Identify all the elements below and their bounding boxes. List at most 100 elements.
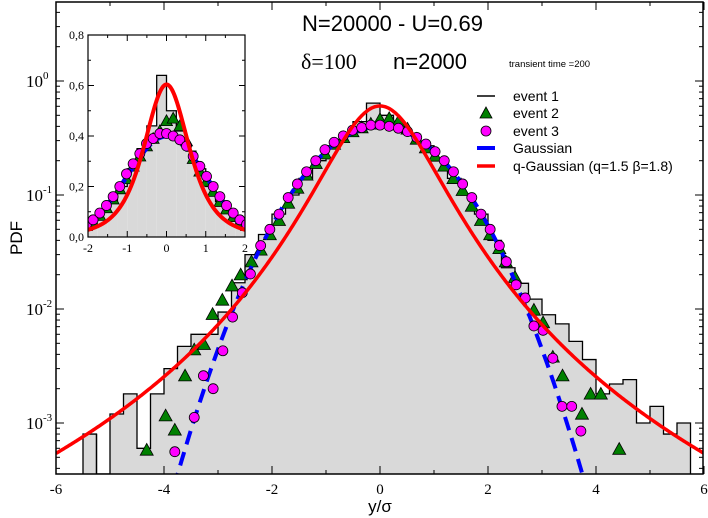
inset-x-tick-label: 1 (203, 241, 209, 255)
event2-point (177, 368, 193, 382)
histogram-bar-fill (245, 254, 259, 474)
histogram-bar-fill (501, 267, 515, 474)
histogram-bar-fill (474, 214, 488, 474)
legend-qgaussian-label: q-Gaussian (q=1.5 β=1.8) (513, 158, 673, 174)
legend-event2-label: event 2 (513, 105, 559, 121)
histogram-bar-fill (123, 393, 137, 474)
histogram-bar-fill (353, 121, 367, 474)
event3-point (466, 192, 478, 203)
event3-point (356, 122, 368, 134)
histogram-bar-fill (110, 413, 124, 474)
inset-axes: -2 -1 0 1 2 0,0 0,2 0,4 0,6 0,8 (69, 28, 248, 255)
event2-point (215, 292, 230, 306)
event3-point (101, 200, 112, 211)
histogram-bar-fill (127, 168, 138, 237)
histogram-bar-fill (215, 201, 226, 237)
histogram-bar-fill (663, 434, 677, 474)
event3-point (556, 400, 568, 412)
event3-point (107, 191, 119, 203)
x-tick-label: -6 (50, 482, 63, 498)
histogram-bar-fill (299, 178, 313, 474)
event2-point (205, 306, 220, 320)
event3-point (273, 208, 285, 220)
y-axis-label: PDF (7, 221, 26, 255)
event3-point (566, 400, 578, 412)
histogram-bar-fill (117, 186, 128, 237)
histogram-bar-fill (636, 423, 650, 474)
histogram-bar-fill (258, 234, 272, 474)
y-tick-label: 10-1 (26, 184, 52, 205)
event3-point (457, 178, 469, 190)
histogram-bar-fill (195, 168, 206, 237)
histogram-bar-fill (623, 379, 637, 474)
legend-event3-label: event 3 (513, 123, 559, 139)
histogram-bar-fill (366, 103, 380, 474)
event3-point (301, 166, 312, 178)
histogram-bar-fill (488, 240, 502, 474)
histogram-bar-fill (447, 178, 461, 474)
event3-point (291, 178, 303, 190)
event3-point (264, 223, 276, 235)
histogram-bar-fill (339, 132, 353, 474)
event2-point (455, 182, 470, 196)
legend-gaussian-label: Gaussian (513, 140, 572, 156)
event3-point (198, 370, 209, 382)
event3-point (528, 320, 540, 332)
event3-point (255, 240, 267, 251)
x-tick-label: -4 (158, 482, 171, 498)
event2-point (167, 422, 182, 436)
histogram-bar-fill (596, 393, 610, 474)
annotation-n-u: N=20000 - U=0.69 (302, 11, 483, 36)
histogram-bar-fill (677, 423, 691, 474)
histogram-bar-fill (186, 151, 196, 237)
inset-y-tick-label: 0,6 (69, 79, 84, 93)
event2-point (233, 267, 248, 281)
event3-point (310, 155, 322, 167)
x-axis-label: y/σ (368, 497, 392, 516)
event3-point (217, 345, 229, 357)
histogram-bar-fill (83, 434, 97, 474)
event3-point (282, 192, 294, 203)
event3-point (510, 279, 522, 291)
main-plot (56, 102, 703, 474)
event2-point (555, 368, 570, 382)
event3-point (207, 383, 219, 395)
histogram-bar-fill (326, 145, 340, 474)
histogram-bar-fill (231, 282, 245, 474)
event3-point (374, 119, 386, 131)
event3-point (484, 223, 496, 235)
event3-point (174, 134, 186, 146)
event2-point (583, 386, 598, 400)
y-tick-label: 10-3 (26, 412, 53, 433)
x-tick-label: 4 (592, 482, 600, 498)
histogram-bar-fill (312, 160, 326, 474)
event2-point (612, 441, 627, 455)
histogram-bar-fill (164, 368, 178, 474)
event3-point (207, 181, 219, 192)
event3-point (575, 425, 587, 437)
inset-x-tick-label: 0 (164, 241, 170, 255)
annotation-transient: transient time =200 (509, 59, 590, 70)
inset-y-tick-label: 0,2 (69, 180, 84, 194)
event3-point (114, 181, 126, 192)
event3-point (475, 208, 487, 220)
histogram-bar-fill (146, 125, 157, 237)
event3-point (438, 155, 450, 167)
histogram-bar-fill (156, 75, 167, 237)
event3-point (429, 146, 441, 158)
event3-point (319, 144, 331, 156)
event3-point (365, 119, 377, 131)
x-tick-label: 2 (484, 482, 492, 498)
inset-plot (88, 74, 245, 237)
x-tick-label: 0 (376, 482, 384, 498)
annotation-delta: δ=100 (301, 49, 357, 74)
event3-point (169, 446, 181, 458)
event3-point (221, 200, 232, 211)
y-tick-label: 10-2 (26, 298, 52, 319)
event3-point (244, 268, 256, 280)
event3-point (383, 120, 395, 132)
event2-point (224, 278, 240, 292)
histogram-bar-fill (285, 195, 299, 474)
